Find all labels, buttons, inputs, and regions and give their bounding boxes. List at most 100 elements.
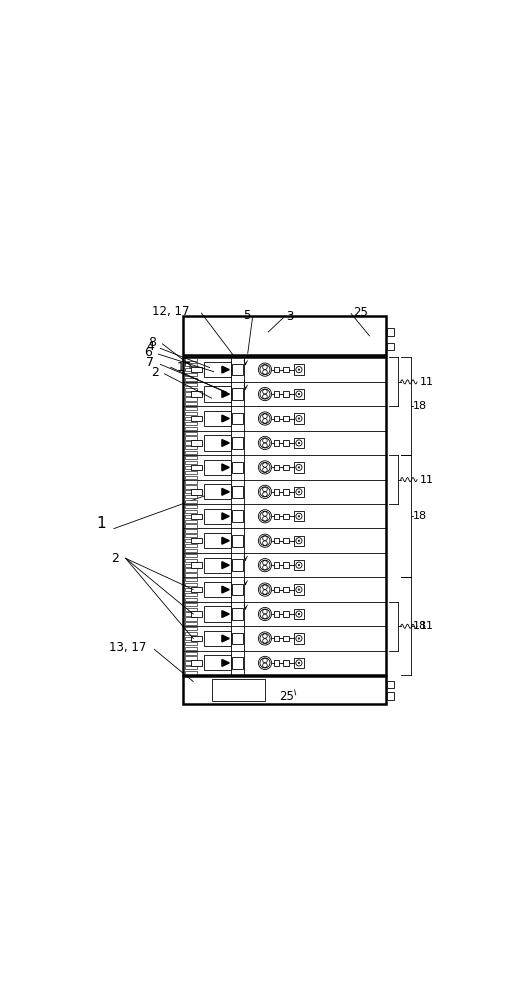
Bar	[274, 538, 279, 543]
Bar	[284, 367, 289, 372]
Bar	[284, 538, 289, 543]
Bar	[387, 343, 394, 350]
Text: 3: 3	[286, 310, 293, 323]
Bar	[185, 554, 197, 557]
Bar	[185, 397, 197, 401]
Bar	[185, 549, 197, 552]
Bar	[185, 539, 197, 542]
Bar	[191, 416, 202, 421]
Bar	[185, 476, 197, 479]
Polygon shape	[222, 586, 229, 593]
Text: 13, 17: 13, 17	[108, 641, 146, 654]
Bar	[232, 535, 243, 547]
Bar	[185, 627, 197, 630]
Bar	[185, 608, 197, 611]
Bar	[185, 652, 197, 655]
Bar	[185, 583, 197, 586]
Bar	[232, 510, 243, 522]
Polygon shape	[222, 660, 229, 666]
Bar	[204, 582, 231, 597]
Bar	[191, 391, 202, 397]
Text: 8: 8	[148, 336, 157, 349]
Bar	[204, 655, 231, 670]
Bar	[294, 389, 304, 399]
Bar	[294, 487, 304, 497]
Bar	[232, 462, 243, 473]
Bar	[284, 636, 289, 641]
Bar	[185, 471, 197, 474]
Polygon shape	[222, 464, 229, 471]
Bar	[204, 533, 231, 548]
Bar	[212, 679, 265, 701]
Bar	[185, 378, 197, 381]
Bar	[274, 660, 279, 666]
Bar	[191, 514, 202, 519]
Bar	[204, 509, 231, 524]
Polygon shape	[222, 611, 229, 617]
Bar	[232, 388, 243, 400]
Bar	[274, 440, 279, 446]
Bar	[185, 505, 197, 508]
Bar	[274, 562, 279, 568]
Bar	[284, 514, 289, 519]
Bar	[185, 510, 197, 513]
Text: 11: 11	[419, 621, 434, 631]
Bar	[232, 633, 243, 644]
Bar	[204, 558, 231, 573]
Bar	[185, 432, 197, 435]
Bar	[204, 435, 231, 451]
Bar	[185, 544, 197, 547]
Bar	[387, 681, 394, 688]
Bar	[274, 367, 279, 372]
Bar	[294, 609, 304, 619]
Polygon shape	[222, 366, 229, 373]
Bar	[185, 358, 197, 361]
Polygon shape	[222, 391, 229, 397]
Bar	[185, 407, 197, 410]
Bar	[185, 412, 197, 415]
Bar	[185, 422, 197, 425]
Bar	[185, 612, 197, 616]
Text: 2: 2	[151, 366, 159, 379]
Bar	[294, 511, 304, 521]
Bar	[284, 489, 289, 495]
Bar	[185, 647, 197, 650]
Bar	[284, 660, 289, 666]
Bar	[284, 465, 289, 470]
Bar	[185, 515, 197, 518]
Polygon shape	[222, 513, 229, 520]
Bar	[185, 661, 197, 665]
Bar	[204, 460, 231, 475]
Text: 18: 18	[413, 401, 427, 411]
Bar	[387, 328, 394, 336]
Bar	[185, 593, 197, 596]
Bar	[185, 656, 197, 660]
Text: 18: 18	[413, 621, 427, 631]
Bar	[185, 529, 197, 533]
Bar	[185, 642, 197, 645]
Bar	[204, 631, 231, 646]
Bar	[185, 598, 197, 601]
Bar	[185, 490, 197, 493]
Bar	[191, 489, 202, 495]
Bar	[294, 560, 304, 570]
Bar	[185, 500, 197, 503]
Bar	[185, 446, 197, 449]
Polygon shape	[222, 488, 229, 495]
Bar	[274, 489, 279, 495]
Bar	[185, 441, 197, 445]
Bar	[274, 416, 279, 421]
Text: 15: 15	[177, 361, 193, 374]
Bar	[204, 484, 231, 499]
Bar	[284, 611, 289, 617]
Bar	[185, 368, 197, 371]
Text: 25: 25	[353, 306, 368, 319]
Bar	[183, 316, 386, 355]
Bar	[232, 437, 243, 449]
Text: 25: 25	[279, 690, 294, 703]
Bar	[185, 632, 197, 635]
Bar	[294, 633, 304, 644]
Bar	[294, 413, 304, 424]
Bar	[284, 440, 289, 446]
Bar	[185, 666, 197, 669]
